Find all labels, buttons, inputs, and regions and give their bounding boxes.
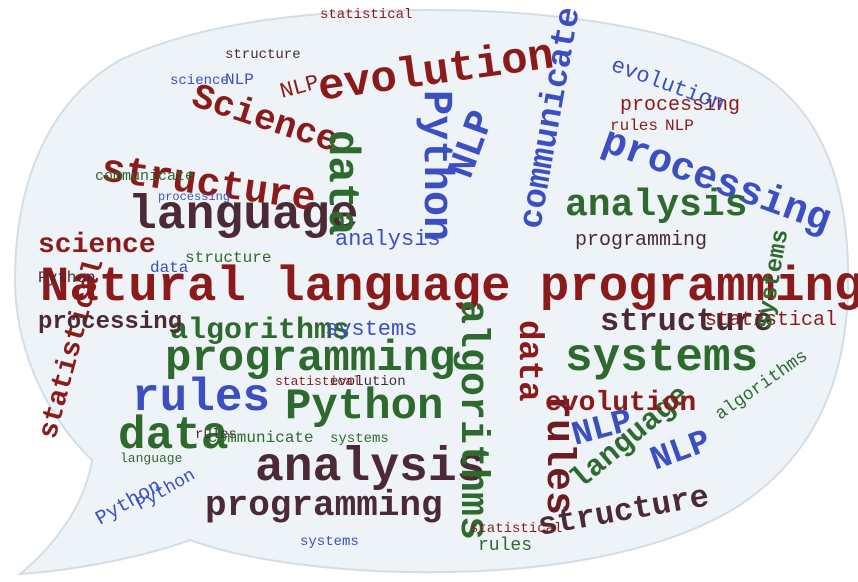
word-science-left: science	[38, 230, 156, 261]
word-statistical-right: statistical	[705, 309, 837, 332]
word-science-top-left: science	[170, 73, 229, 89]
word-language-small: language	[120, 451, 182, 466]
word-language: language	[128, 189, 358, 243]
word-analysis-center: analysis	[335, 227, 441, 252]
word-communicate-lower: communicate	[208, 429, 314, 447]
word-rules-small: rules	[195, 427, 237, 443]
word-statistical-bottom: statistical	[470, 521, 562, 537]
word-python-small-left: Python	[38, 269, 96, 287]
word-systems-bottom: systems	[300, 534, 359, 550]
word-data-small-left: data	[150, 259, 189, 277]
word-analysis-top: analysis	[565, 184, 747, 227]
word-evolution-lower: evolution	[330, 374, 406, 390]
speech-bubble-shape	[13, 8, 850, 576]
word-systems-center: systems	[325, 317, 417, 342]
word-algorithms: algorithms	[170, 314, 350, 348]
word-data: data	[316, 130, 366, 236]
word-rules-main: rules	[132, 372, 270, 424]
word-nlp-top-left: NLP	[225, 71, 254, 89]
word-systems-main: systems	[565, 332, 758, 384]
word-analysis-main: analysis	[255, 441, 485, 495]
word-natural-language-programming: Natural language programming	[40, 259, 858, 315]
word-systems-lower: systems	[330, 431, 389, 447]
word-algorithms-vertical: algorithms	[449, 300, 494, 540]
word-rules-right-small: rules	[610, 117, 658, 135]
word-nlp-right-small: NLP	[665, 117, 694, 135]
word-python-main: Python	[285, 382, 443, 432]
word-rules-vertical: rules	[535, 395, 580, 515]
word-communicate-small: communicate	[95, 168, 194, 185]
word-programming-low: programming	[205, 485, 443, 526]
word-rules-bottom: rules	[478, 536, 532, 556]
word-programming-right: programming	[575, 229, 707, 252]
word-statistical-lower: statistical	[275, 374, 361, 389]
word-programming: programming	[165, 334, 455, 384]
word-statistical-top: statistical	[320, 7, 412, 23]
word-structure-small: structure	[185, 249, 271, 267]
word-processing-right-small: processing	[620, 94, 740, 117]
word-structure-right: structure	[600, 303, 773, 340]
word-processing-small: processing	[158, 190, 230, 204]
word-python: Python	[412, 90, 460, 241]
word-data-right: data	[509, 320, 547, 402]
word-structure-top: structure	[225, 47, 301, 63]
word-evolution-right: evolution	[545, 388, 696, 419]
word-processing-left: processing	[38, 309, 182, 336]
word-data-main: data	[118, 410, 228, 462]
